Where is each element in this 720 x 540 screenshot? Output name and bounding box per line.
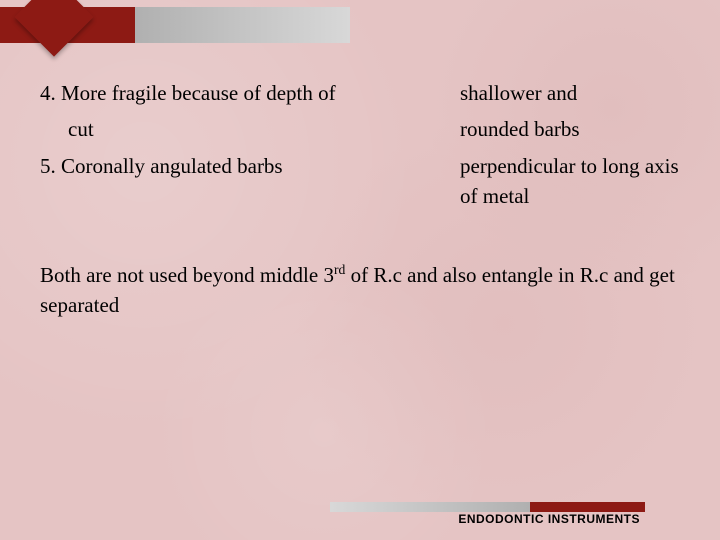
paragraph: Both are not used beyond middle 3rd of R… <box>40 260 690 321</box>
footer-bar <box>330 502 645 512</box>
list-row: 4. More fragile because of depth of shal… <box>40 78 690 108</box>
footer-bar-red <box>530 502 645 512</box>
footer-label: ENDODONTIC INSTRUMENTS <box>458 512 640 526</box>
paragraph-prefix: Both are not used beyond middle 3 <box>40 263 334 287</box>
slide-content: 4. More fragile because of depth of shal… <box>40 78 690 321</box>
row-left: 5. Coronally angulated barbs <box>40 151 460 212</box>
footer-bar-gray <box>330 502 530 512</box>
paragraph-sup: rd <box>334 262 345 277</box>
row-right: perpendicular to long axis of metal <box>460 151 690 212</box>
diamond-ornament <box>14 0 93 57</box>
list-row: 5. Coronally angulated barbs perpendicul… <box>40 151 690 212</box>
header-bar-gray <box>135 7 350 43</box>
row-right: rounded barbs <box>460 114 690 144</box>
list-row: cut rounded barbs <box>40 114 690 144</box>
row-left: 4. More fragile because of depth of <box>40 78 460 108</box>
row-right: shallower and <box>460 78 690 108</box>
row-left: cut <box>40 114 460 144</box>
